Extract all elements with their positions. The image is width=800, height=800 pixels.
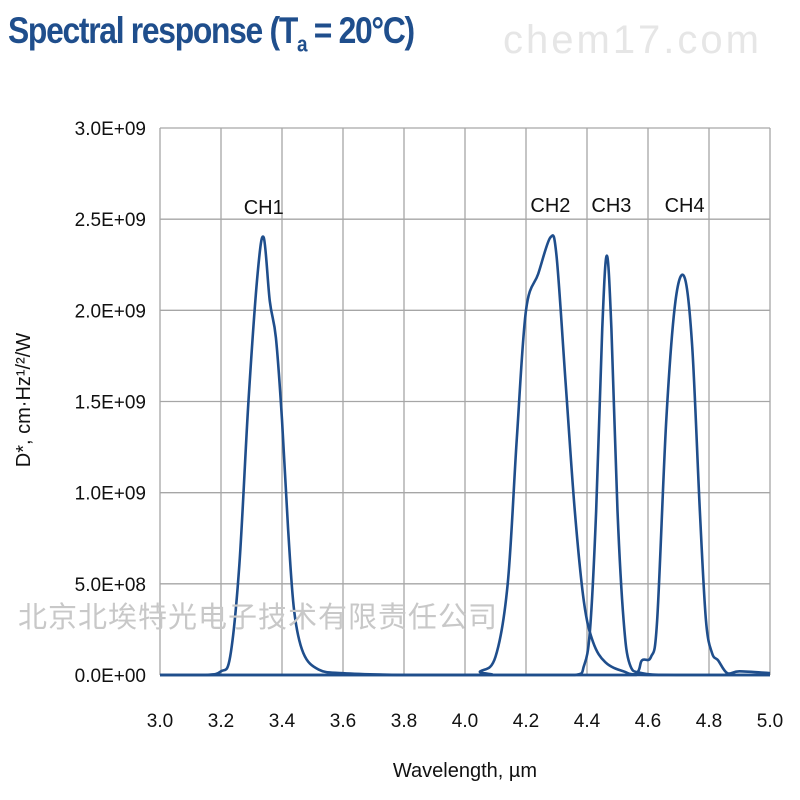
- y-tick-labels: 0.0E+00 5.0E+08 1.0E+09 1.5E+09 2.0E+09 2.5E+…: [75, 119, 146, 687]
- watermark-company: 北京北埃特光电子技术有限责任公司: [18, 602, 499, 634]
- x-tick-label: 3.8: [391, 711, 417, 732]
- series-labels: CH1 CH2 CH3 CH4: [244, 195, 705, 219]
- y-axis-label: D*, cm·Hz¹/²/W: [13, 333, 35, 468]
- series-line-ch4: [159, 273, 771, 677]
- x-tick-label: 3.4: [269, 711, 296, 732]
- series-label-ch2: CH2: [530, 195, 570, 217]
- y-tick-label: 3.0E+09: [75, 119, 146, 140]
- x-tick-label: 5.0: [757, 711, 783, 732]
- y-tick-label: 1.5E+09: [75, 393, 146, 414]
- series-line-ch2: [159, 234, 770, 677]
- x-axis-label: Wavelength, µm: [393, 760, 537, 782]
- x-tick-labels: 3.0 3.2 3.4 3.6 3.8 4.0 4.2 4.4 4.6 4.8 5.0: [147, 711, 783, 732]
- watermark-site: chem17.com: [503, 18, 762, 62]
- x-tick-label: 4.6: [635, 711, 661, 732]
- x-tick-label: 3.6: [330, 711, 356, 732]
- y-tick-label: 2.0E+09: [75, 301, 146, 322]
- x-tick-label: 3.0: [147, 711, 173, 732]
- series-label-ch3: CH3: [591, 195, 631, 217]
- series-label-ch1: CH1: [244, 197, 284, 219]
- x-tick-label: 4.2: [513, 711, 539, 732]
- y-tick-label: 0.0E+00: [75, 666, 146, 687]
- x-tick-label: 3.2: [208, 711, 234, 732]
- grid: [159, 127, 771, 676]
- y-tick-label: 5.0E+08: [75, 575, 146, 596]
- chart-title: Spectral response (Ta = 20°C): [8, 10, 415, 57]
- x-tick-label: 4.0: [452, 711, 478, 732]
- series-label-ch4: CH4: [665, 195, 705, 217]
- x-tick-label: 4.4: [574, 711, 601, 732]
- series-lines: [159, 234, 771, 677]
- y-tick-label: 1.0E+09: [75, 484, 146, 505]
- y-tick-label: 2.5E+09: [75, 210, 146, 231]
- x-tick-label: 4.8: [696, 711, 722, 732]
